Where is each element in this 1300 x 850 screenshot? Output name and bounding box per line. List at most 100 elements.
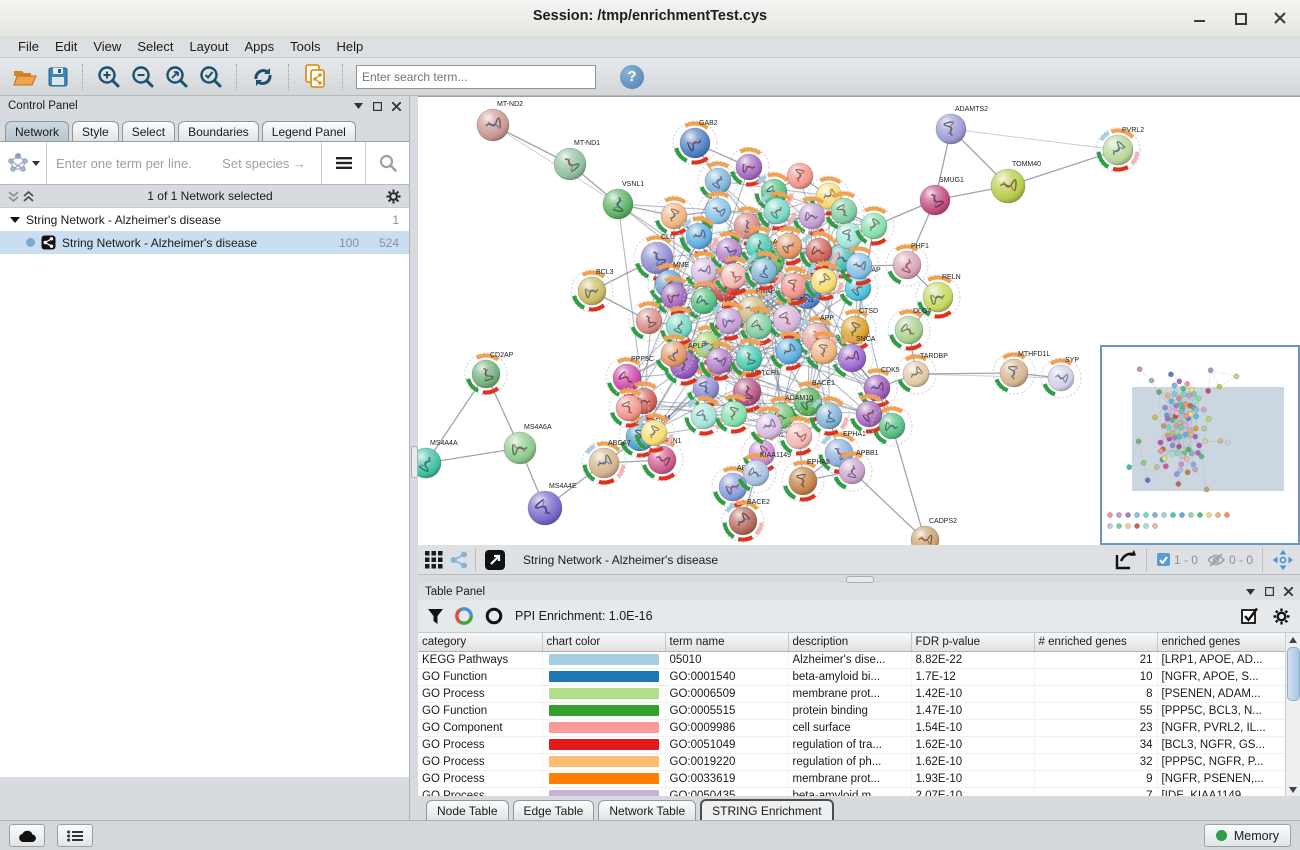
table-row[interactable]: GO Function GO:0005515 protein binding 1.47…	[418, 702, 1295, 720]
network-node[interactable]	[728, 146, 770, 188]
network-node[interactable]: SYP	[1040, 357, 1082, 399]
dev-panel-button[interactable]	[9, 824, 45, 847]
zoom-selected-icon[interactable]	[198, 64, 224, 90]
task-history-button[interactable]	[57, 824, 93, 847]
network-node[interactable]	[791, 195, 833, 237]
panel-menu-icon[interactable]	[1246, 588, 1255, 595]
network-node[interactable]	[803, 260, 845, 302]
column-header-chart-color[interactable]: chart color	[542, 633, 666, 652]
table-row[interactable]: GO Function GO:0001540 beta-amyloid bi... 1…	[418, 668, 1295, 686]
network-node[interactable]	[803, 330, 845, 372]
menu-item-apps[interactable]: Apps	[244, 39, 275, 54]
table-row[interactable]: GO Process GO:0033619 membrane prot... 1.93…	[418, 770, 1295, 788]
zoom-fit-icon[interactable]	[164, 64, 190, 90]
gear-icon[interactable]	[1273, 608, 1290, 625]
network-node[interactable]: MS4A4A	[418, 440, 458, 479]
select-all-checkbox-icon[interactable]	[1241, 607, 1259, 625]
column-header-enriched-genes[interactable]: enriched genes	[1157, 633, 1295, 652]
save-session-button[interactable]	[46, 65, 70, 89]
float-panel-icon[interactable]	[1265, 587, 1274, 596]
maximize-icon[interactable]	[1234, 12, 1247, 25]
network-node[interactable]	[683, 280, 725, 322]
string-options-button[interactable]	[321, 142, 365, 184]
table-row[interactable]: KEGG Pathways 05010 Alzheimer's dise... 8.8…	[418, 651, 1295, 669]
column-header--enriched-genes[interactable]: # enriched genes	[1034, 633, 1158, 652]
table-row[interactable]: GO Process GO:0006509 membrane prot... 1.42…	[418, 685, 1295, 703]
zoom-out-icon[interactable]	[130, 64, 156, 90]
export-network-icon[interactable]	[1113, 548, 1137, 572]
panel-menu-icon[interactable]	[354, 103, 363, 109]
network-node[interactable]: ABCA7	[581, 440, 631, 486]
network-node[interactable]: TOMM40	[990, 161, 1041, 204]
column-header-FDR-p-value[interactable]: FDR p-value	[911, 633, 1035, 652]
network-node[interactable]: VSNL1	[602, 181, 644, 220]
zoom-in-icon[interactable]	[96, 64, 122, 90]
close-panel-icon[interactable]	[392, 101, 401, 111]
network-node[interactable]: BCL3	[570, 269, 614, 313]
table-scrollbar[interactable]	[1285, 633, 1300, 796]
memory-button[interactable]: Memory	[1203, 824, 1291, 847]
network-node[interactable]: PHF1	[885, 243, 929, 287]
network-node[interactable]	[838, 245, 880, 287]
tab-legend-panel[interactable]: Legend Panel	[261, 121, 356, 141]
network-node[interactable]	[768, 225, 810, 267]
network-node[interactable]	[756, 190, 798, 232]
tab-edge-table[interactable]: Edge Table	[512, 800, 595, 820]
birds-eye-view[interactable]	[1100, 345, 1300, 545]
tab-node-table[interactable]: Node Table	[426, 800, 509, 820]
network-node[interactable]: APBB1	[831, 450, 879, 492]
network-node[interactable]: SMUG1	[919, 177, 964, 216]
scrollbar-thumb[interactable]	[1287, 647, 1300, 701]
network-node[interactable]	[697, 160, 739, 202]
network-node[interactable]	[697, 190, 739, 232]
network-node[interactable]	[653, 195, 695, 237]
tab-string-enrichment[interactable]: STRING Enrichment	[700, 799, 834, 820]
menu-item-edit[interactable]: Edit	[54, 39, 78, 54]
expand-all-icon[interactable]	[23, 190, 34, 202]
network-node[interactable]	[773, 265, 815, 307]
collapse-all-icon[interactable]	[8, 190, 19, 202]
network-node[interactable]: MS4A6A	[503, 424, 552, 465]
splitter-handle[interactable]	[846, 576, 874, 583]
close-icon[interactable]	[1274, 12, 1286, 24]
network-node[interactable]: TARDBP	[895, 353, 948, 395]
network-node[interactable]: MT-ND2	[476, 101, 523, 142]
network-node[interactable]: PVRL2	[1095, 127, 1144, 173]
help-icon[interactable]: ?	[620, 64, 644, 89]
menu-item-select[interactable]: Select	[137, 39, 174, 54]
network-node[interactable]	[748, 405, 790, 447]
table-row[interactable]: GO Process GO:0019220 regulation of ph... 1…	[418, 753, 1295, 771]
network-node[interactable]	[653, 333, 695, 375]
menu-item-view[interactable]: View	[93, 39, 122, 54]
share-view-icon[interactable]	[450, 551, 468, 569]
network-node[interactable]: ADAMTS2	[935, 106, 988, 145]
tab-network[interactable]: Network	[5, 121, 70, 141]
menu-item-help[interactable]: Help	[336, 39, 364, 54]
eye-slash-icon[interactable]	[1207, 552, 1225, 567]
network-node[interactable]	[778, 415, 820, 457]
string-source-button[interactable]	[0, 142, 47, 184]
menu-item-tools[interactable]: Tools	[290, 39, 321, 54]
string-query-input[interactable]: Enter one term per line. Set species →	[47, 142, 321, 184]
network-tree-row[interactable]: String Network - Alzheimer's disease 100 5…	[0, 231, 409, 254]
network-node[interactable]	[743, 250, 785, 292]
network-node[interactable]: BACE2	[721, 499, 770, 543]
scroll-up-icon[interactable]	[1286, 633, 1299, 646]
network-node[interactable]: MS4A4E	[527, 483, 577, 526]
network-node[interactable]	[786, 162, 814, 190]
network-node[interactable]: MTHFD1L	[992, 351, 1050, 395]
network-node[interactable]	[823, 190, 865, 232]
table-row[interactable]: GO Component GO:0009986 cell surface 1.54E-…	[418, 719, 1295, 737]
network-node[interactable]: GAB2	[672, 120, 718, 166]
network-from-file-icon[interactable]	[302, 63, 330, 91]
network-node[interactable]: MT-ND1	[553, 140, 600, 181]
tab-boundaries[interactable]: Boundaries	[178, 121, 259, 141]
network-node[interactable]: RELN	[915, 274, 961, 320]
column-header-category[interactable]: category	[418, 633, 543, 652]
scroll-down-icon[interactable]	[1286, 783, 1299, 796]
network-node[interactable]	[808, 395, 850, 437]
column-header-description[interactable]: description	[788, 633, 912, 652]
menu-item-layout[interactable]: Layout	[189, 39, 229, 54]
network-node[interactable]	[713, 393, 755, 435]
tab-network-table[interactable]: Network Table	[598, 800, 697, 820]
